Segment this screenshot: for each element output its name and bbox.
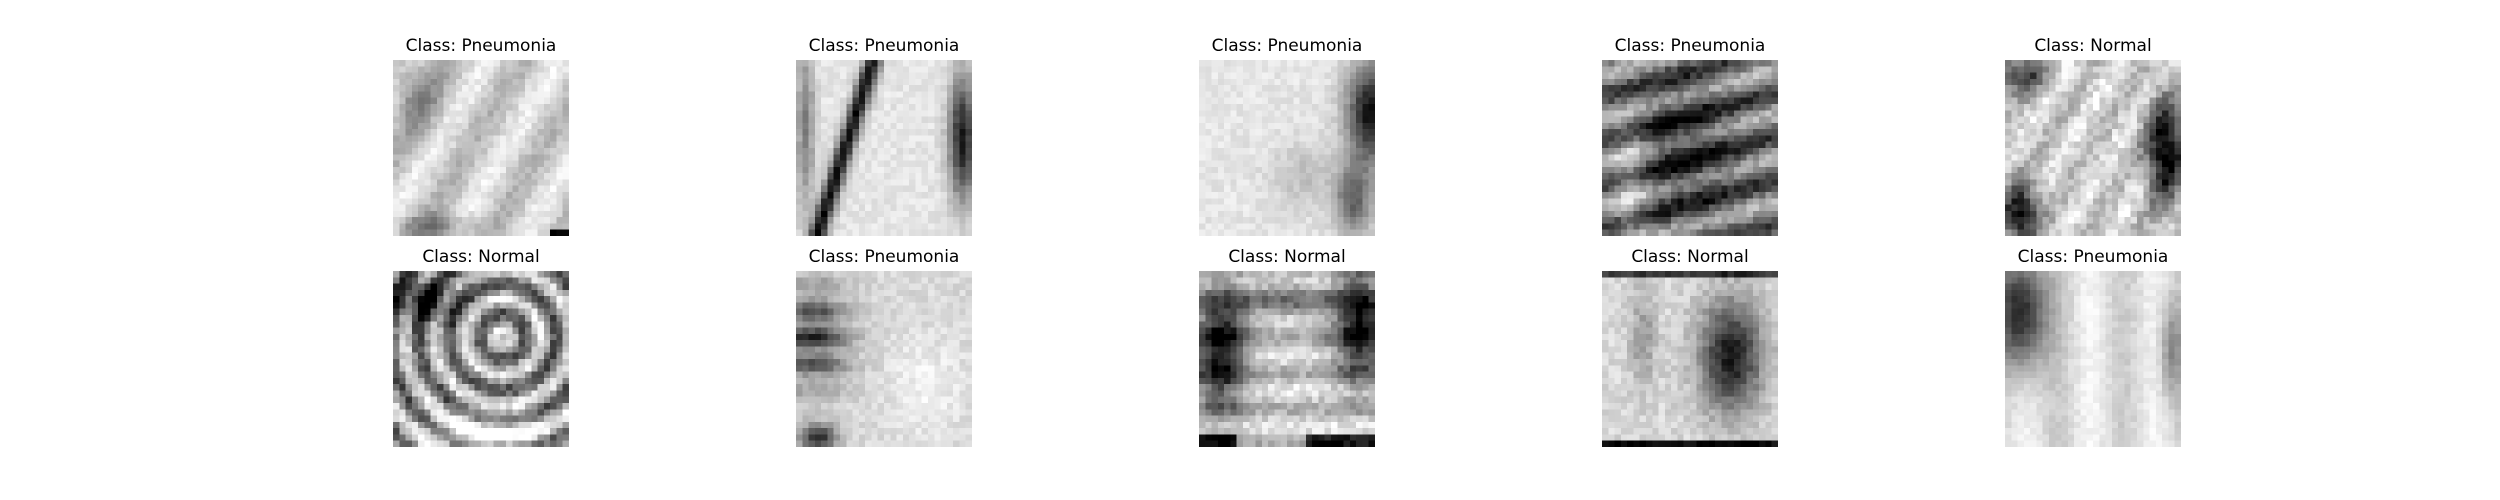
sample-title: Class: Normal xyxy=(1228,247,1346,267)
sample-title: Class: Pneumonia xyxy=(808,247,960,267)
xray-image xyxy=(2005,271,2181,447)
sample-title: Class: Normal xyxy=(422,247,540,267)
xray-image xyxy=(1199,60,1375,236)
sample-title: Class: Pneumonia xyxy=(1211,36,1363,56)
sample-title: Class: Normal xyxy=(1631,247,1749,267)
xray-image xyxy=(1199,271,1375,447)
xray-image xyxy=(1602,271,1778,447)
sample-title: Class: Pneumonia xyxy=(2017,247,2169,267)
sample-title: Class: Pneumonia xyxy=(405,36,557,56)
xray-image xyxy=(1602,60,1778,236)
xray-image xyxy=(393,60,569,236)
sample-title: Class: Pneumonia xyxy=(1614,36,1766,56)
sample-title: Class: Pneumonia xyxy=(808,36,960,56)
xray-image xyxy=(393,271,569,447)
xray-image xyxy=(796,271,972,447)
sample-title: Class: Normal xyxy=(2034,36,2152,56)
xray-image xyxy=(2005,60,2181,236)
xray-image xyxy=(796,60,972,236)
